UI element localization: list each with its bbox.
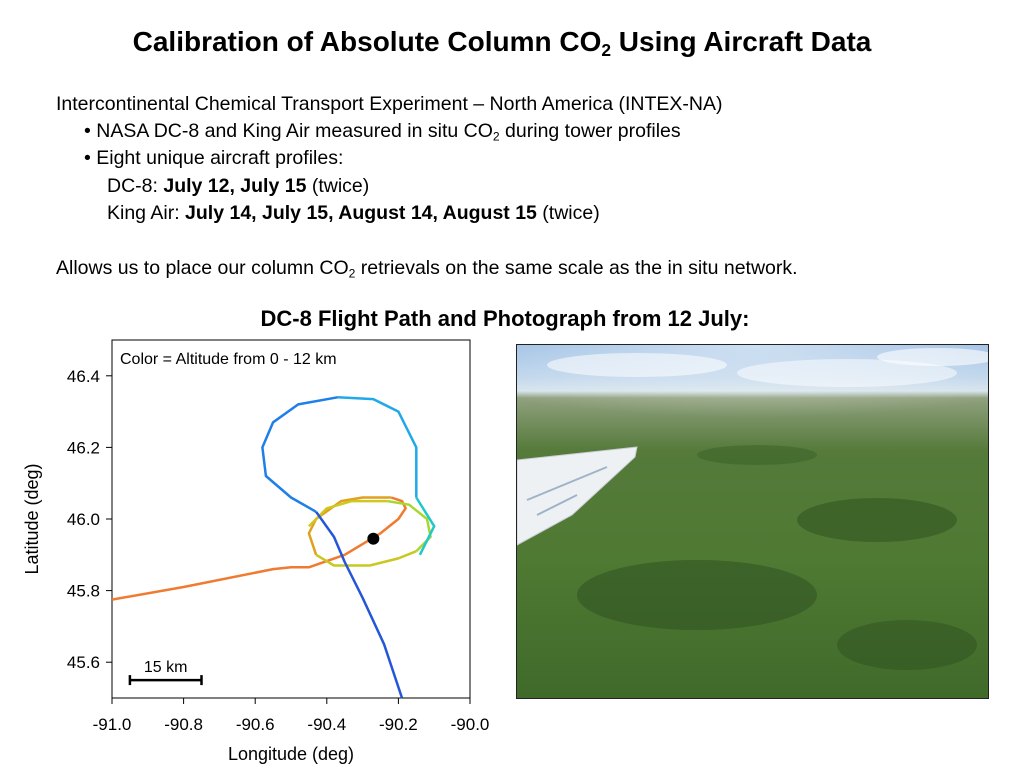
cloud-shadow xyxy=(697,445,817,465)
y-axis-label: Latitude (deg) xyxy=(22,463,42,574)
tower-marker xyxy=(367,532,380,545)
flight-track-segment xyxy=(307,496,392,556)
flight-track-segment xyxy=(261,396,338,513)
aerial-photograph xyxy=(516,344,989,699)
x-tick-label: -91.0 xyxy=(93,715,132,734)
y-tick-label: 46.2 xyxy=(67,438,100,457)
x-tick-label: -90.6 xyxy=(236,715,275,734)
figure-subtitle: DC-8 Flight Path and Photograph from 12 … xyxy=(260,306,750,331)
y-tick-label: 45.6 xyxy=(67,653,100,672)
x-axis-ticks: -91.0 -90.8 -90.6 -90.4 -90.2 -90.0 xyxy=(93,698,490,734)
intex-line: Intercontinental Chemical Transport Expe… xyxy=(56,93,723,115)
flight-track-segment xyxy=(111,496,407,601)
scale-bar: 15 km xyxy=(128,659,203,686)
flight-track-group xyxy=(111,396,436,699)
photo-scene xyxy=(517,345,988,670)
altitude-annotation: Color = Altitude from 0 - 12 km xyxy=(120,351,337,368)
y-tick-label: 46.4 xyxy=(67,367,100,386)
allows-line: Allows us to place our column CO2 retrie… xyxy=(56,257,798,281)
cloud-shadow xyxy=(797,498,957,542)
slide-title: Calibration of Absolute Column CO2 Using… xyxy=(132,26,872,61)
flight-track-segment xyxy=(315,511,404,699)
x-tick-label: -90.4 xyxy=(307,715,346,734)
flight-track-segment xyxy=(308,499,388,528)
bullet-profiles: • Eight unique aircraft profiles: xyxy=(84,147,344,169)
flight-path-chart: 45.6 45.8 46.0 46.2 46.4 -91.0 -90.8 -90.6 -90.… xyxy=(22,339,490,764)
scale-bar-label: 15 km xyxy=(144,659,188,676)
cloud-shadow xyxy=(837,620,977,670)
x-axis-label: Longitude (deg) xyxy=(228,744,354,764)
x-tick-label: -90.8 xyxy=(164,715,203,734)
flight-track-segment xyxy=(315,550,417,567)
y-tick-label: 45.8 xyxy=(67,582,100,601)
y-tick-label: 46.0 xyxy=(67,510,100,529)
x-tick-label: -90.2 xyxy=(379,715,418,734)
flight-track-segment xyxy=(415,496,436,556)
flight-track-segment xyxy=(337,396,418,498)
plot-frame xyxy=(111,339,471,699)
y-axis-ticks: 45.6 45.8 46.0 46.2 46.4 xyxy=(67,367,112,672)
cloud-shadow xyxy=(577,560,817,630)
bullet-measured: • NASA DC-8 and King Air measured in sit… xyxy=(84,120,681,144)
dc8-line: DC-8: July 12, July 15 (twice) xyxy=(107,175,370,197)
x-tick-label: -90.0 xyxy=(451,715,490,734)
kingair-line: King Air: July 14, July 15, August 14, A… xyxy=(107,202,600,224)
